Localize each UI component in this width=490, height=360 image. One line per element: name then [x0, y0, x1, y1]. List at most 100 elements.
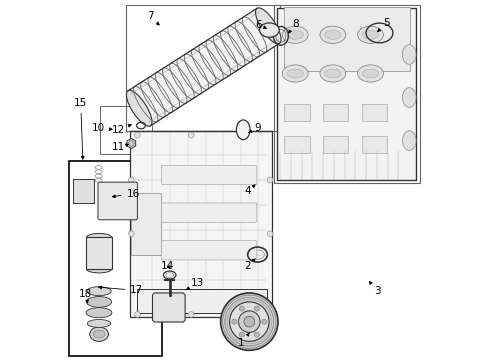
- Ellipse shape: [402, 45, 416, 64]
- Circle shape: [232, 319, 237, 324]
- Circle shape: [128, 177, 134, 183]
- Bar: [73, 179, 94, 203]
- Text: 12: 12: [112, 125, 131, 135]
- Ellipse shape: [92, 321, 106, 325]
- Circle shape: [128, 231, 134, 237]
- Bar: [285, 104, 310, 121]
- FancyBboxPatch shape: [152, 293, 185, 322]
- Polygon shape: [129, 131, 272, 317]
- Ellipse shape: [90, 327, 108, 341]
- Bar: [131, 193, 161, 255]
- Circle shape: [188, 312, 194, 318]
- Bar: [274, 5, 420, 183]
- Circle shape: [239, 311, 260, 332]
- Ellipse shape: [87, 319, 111, 327]
- Ellipse shape: [87, 265, 112, 273]
- Text: 1: 1: [238, 333, 249, 348]
- Text: 10: 10: [92, 123, 112, 133]
- Ellipse shape: [358, 65, 383, 82]
- Bar: [362, 104, 387, 121]
- Ellipse shape: [263, 25, 276, 35]
- FancyBboxPatch shape: [161, 203, 257, 222]
- Circle shape: [254, 306, 259, 311]
- Ellipse shape: [363, 69, 379, 78]
- Polygon shape: [127, 138, 136, 148]
- Text: 18: 18: [79, 289, 92, 303]
- Ellipse shape: [256, 8, 281, 44]
- FancyBboxPatch shape: [161, 240, 257, 260]
- Bar: [137, 289, 267, 313]
- Text: 11: 11: [112, 142, 129, 152]
- Circle shape: [239, 306, 245, 311]
- Bar: [277, 8, 416, 180]
- Text: 14: 14: [161, 261, 174, 271]
- Bar: [69, 161, 162, 356]
- Text: 15: 15: [74, 98, 87, 159]
- Polygon shape: [128, 8, 279, 126]
- Bar: [285, 136, 310, 153]
- Bar: [362, 136, 387, 153]
- Ellipse shape: [282, 65, 308, 82]
- Text: 5: 5: [378, 18, 390, 32]
- Bar: [323, 104, 348, 121]
- Text: 4: 4: [245, 185, 255, 196]
- Ellipse shape: [87, 233, 112, 241]
- Text: 2: 2: [245, 259, 255, 271]
- Circle shape: [188, 132, 194, 138]
- Ellipse shape: [92, 289, 106, 293]
- Circle shape: [239, 332, 245, 337]
- Ellipse shape: [260, 23, 279, 37]
- Bar: [100, 107, 152, 154]
- Ellipse shape: [92, 299, 107, 305]
- Ellipse shape: [126, 90, 152, 126]
- Bar: [285, 7, 410, 71]
- Ellipse shape: [282, 26, 308, 43]
- Bar: [323, 136, 348, 153]
- Circle shape: [262, 319, 267, 324]
- Ellipse shape: [320, 26, 346, 43]
- Text: 3: 3: [369, 282, 381, 296]
- Circle shape: [135, 312, 140, 318]
- Text: 17: 17: [99, 285, 143, 296]
- Text: 6: 6: [255, 20, 267, 30]
- Text: 9: 9: [249, 123, 261, 133]
- Text: 13: 13: [186, 278, 204, 290]
- Text: 7: 7: [147, 11, 159, 25]
- Text: 8: 8: [289, 19, 298, 33]
- Ellipse shape: [402, 131, 416, 150]
- Circle shape: [128, 140, 134, 146]
- Circle shape: [242, 312, 248, 318]
- Ellipse shape: [86, 308, 112, 318]
- Ellipse shape: [87, 287, 111, 296]
- Circle shape: [121, 197, 129, 205]
- Circle shape: [104, 197, 113, 205]
- Circle shape: [225, 297, 274, 346]
- Ellipse shape: [93, 330, 105, 338]
- Text: 16: 16: [112, 189, 140, 199]
- Ellipse shape: [402, 87, 416, 107]
- Circle shape: [242, 132, 248, 138]
- Circle shape: [230, 302, 269, 341]
- Ellipse shape: [236, 120, 250, 140]
- Ellipse shape: [325, 30, 341, 39]
- Ellipse shape: [374, 27, 391, 39]
- Ellipse shape: [91, 310, 107, 315]
- Bar: [87, 237, 112, 269]
- Circle shape: [244, 316, 255, 327]
- Circle shape: [267, 177, 273, 183]
- FancyBboxPatch shape: [98, 182, 137, 220]
- Ellipse shape: [358, 26, 383, 43]
- Ellipse shape: [287, 30, 303, 39]
- Ellipse shape: [320, 65, 346, 82]
- Ellipse shape: [87, 297, 112, 307]
- FancyBboxPatch shape: [161, 165, 257, 185]
- Bar: [126, 5, 280, 131]
- Ellipse shape: [287, 69, 303, 78]
- Circle shape: [220, 293, 278, 350]
- Circle shape: [254, 332, 259, 337]
- Circle shape: [267, 231, 273, 237]
- Ellipse shape: [363, 30, 379, 39]
- Circle shape: [223, 295, 276, 348]
- Circle shape: [135, 132, 140, 138]
- Ellipse shape: [325, 69, 341, 78]
